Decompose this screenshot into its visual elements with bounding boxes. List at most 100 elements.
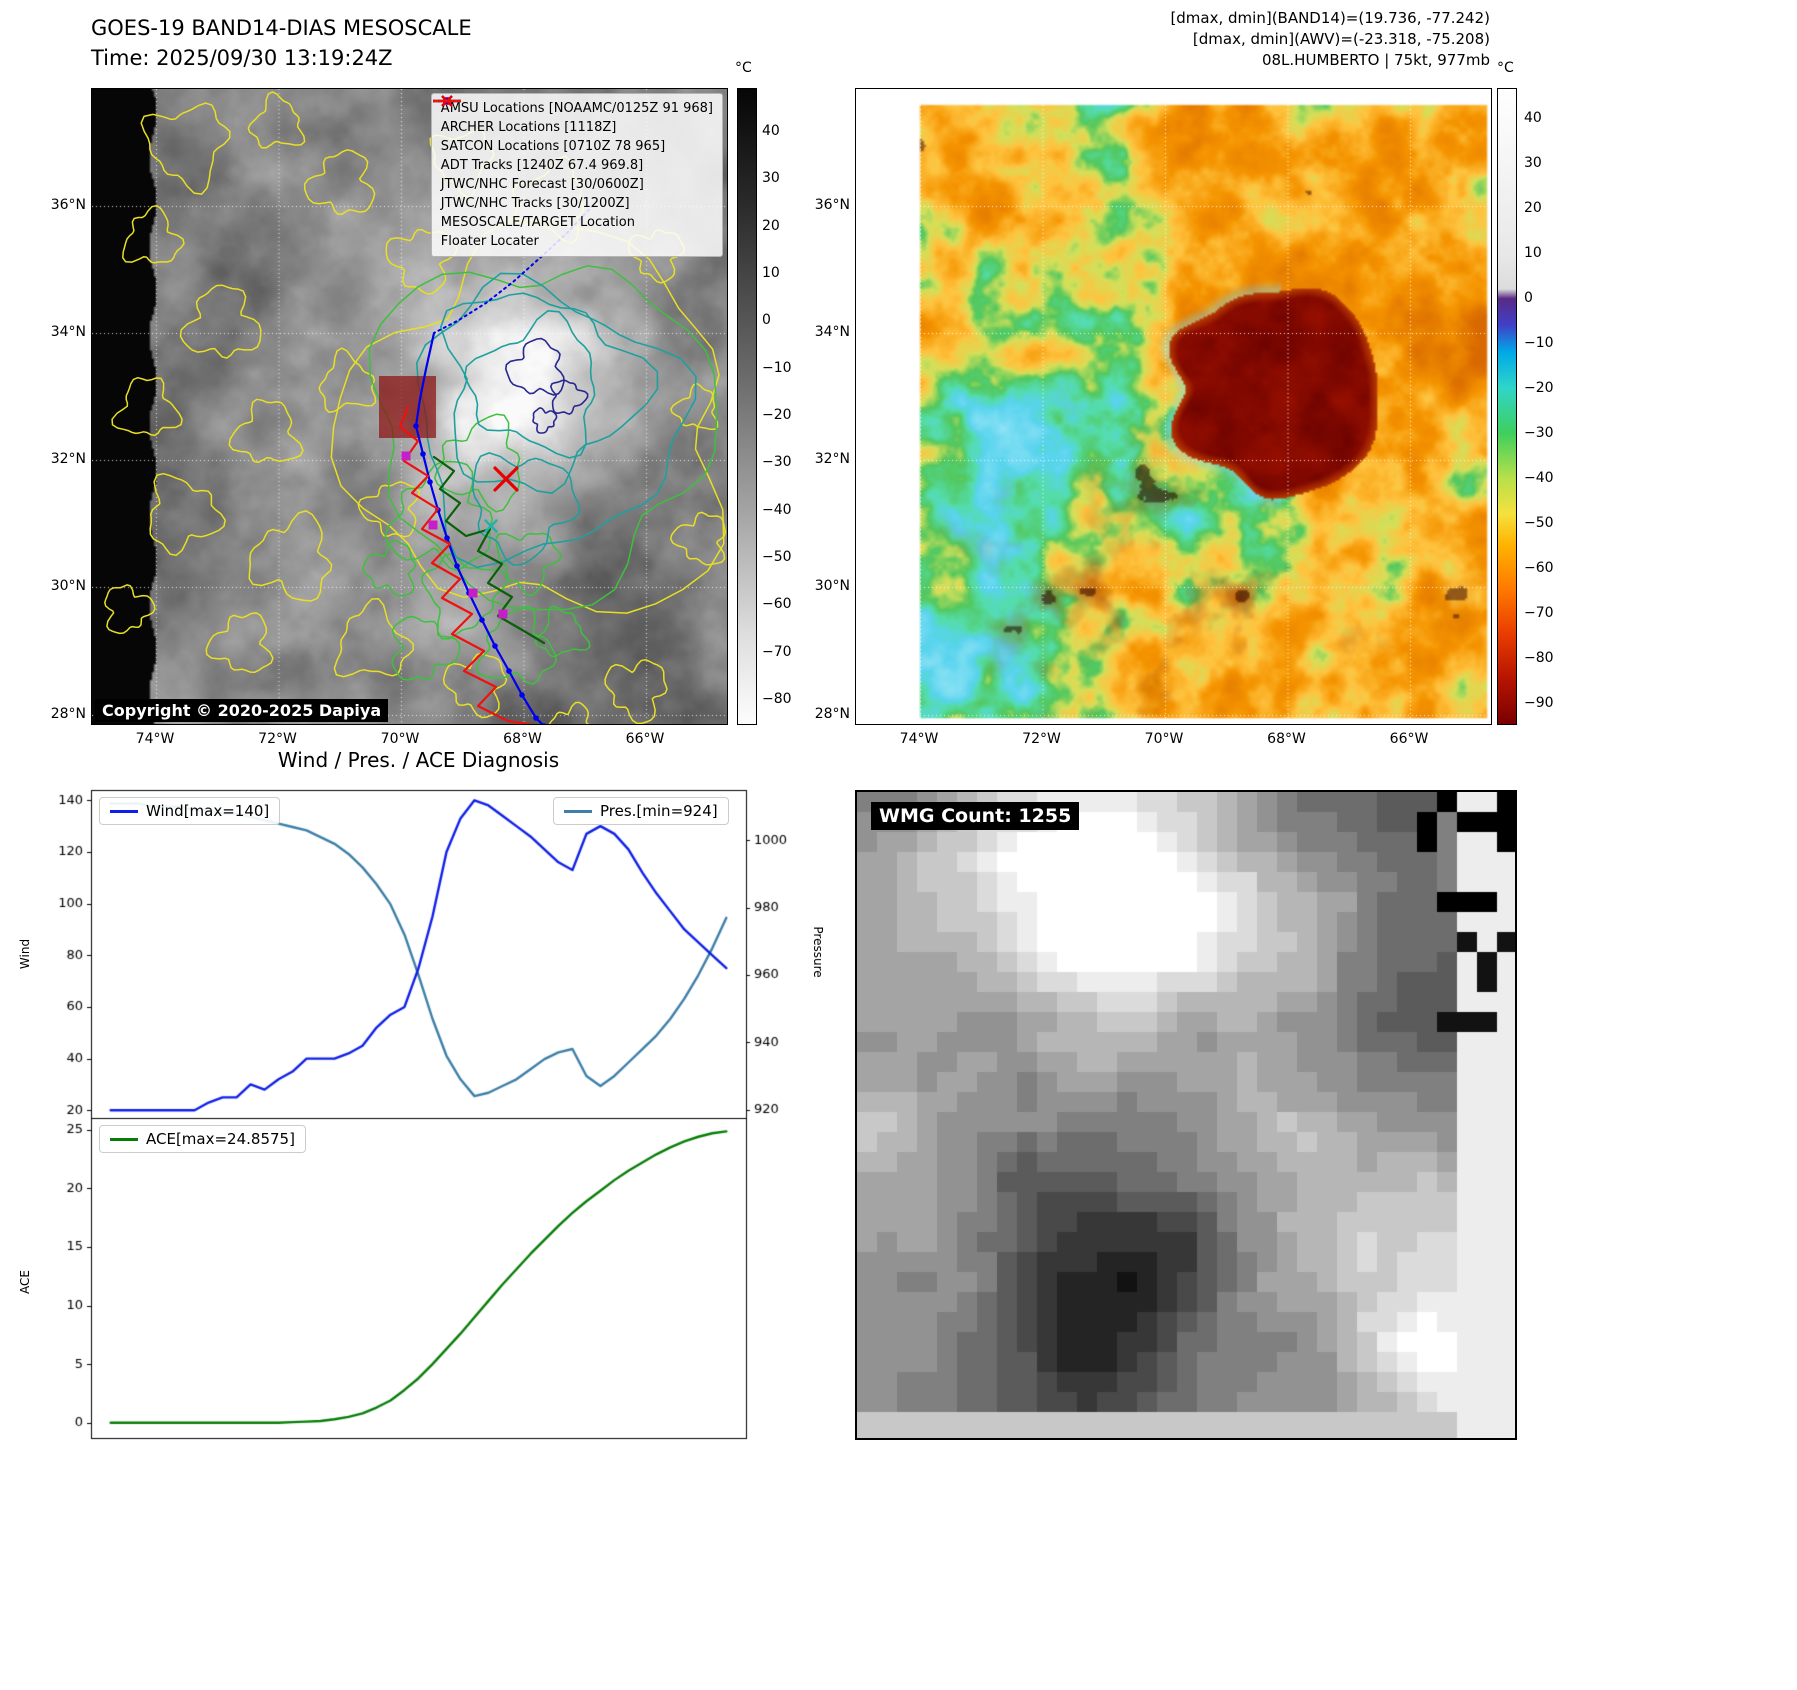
ir-contour-yellow — [104, 584, 156, 635]
band14-legend: AMSU Locations [NOAAMC/0125Z 91 968] ARCH… — [430, 93, 723, 257]
awv-lat-tick-label: 30°N — [814, 578, 850, 594]
legend-item: ADT Tracks [1240Z 67.4 969.8] — [432, 99, 713, 175]
awv-lat-tick-label: 36°N — [814, 197, 850, 213]
legend-item-label: ARCHER Locations [1118Z] — [440, 120, 617, 135]
ir-contour-yellow — [669, 511, 727, 566]
awv-header: [dmax, dmin](BAND14)=(19.736, -77.242) [… — [1140, 8, 1490, 71]
awv-colorbar-unit: °C — [1497, 60, 1514, 76]
legend-item: ARCHER Locations [1118Z] — [440, 97, 713, 137]
wmg-count-label: WMG Count: 1255 — [871, 802, 1080, 830]
awv-colorbar-tick-label: 40 — [1524, 110, 1542, 126]
ir-contour-yellow — [604, 658, 668, 724]
pressure-legend: Pres.[min=924] — [553, 797, 729, 825]
ace-legend: ACE[max=24.8575] — [99, 1125, 306, 1153]
amsu-location-marker — [468, 588, 478, 598]
awv-colorbar-tick-label: −80 — [1524, 650, 1554, 666]
ir-contour-yellow — [357, 481, 421, 538]
band14-colorbar-tick-label: −80 — [762, 690, 792, 707]
band14-lon-tick-label: 66°W — [625, 731, 665, 747]
awv-colorbar-tick-label: 30 — [1524, 155, 1542, 171]
track-point-marker — [413, 423, 419, 429]
awv-colorbar-tick-label: −70 — [1524, 605, 1554, 621]
ir-contour-yellow — [122, 204, 185, 264]
ir-contour-yellow — [548, 701, 590, 724]
ace-legend-label: ACE[max=24.8575] — [146, 1130, 295, 1148]
band14-colorbar-tick-label: −10 — [762, 359, 792, 376]
band14-colorbar-tick-label: 40 — [762, 123, 780, 139]
legend-item-label: Floater Locater — [440, 234, 539, 249]
band14-colorbar-tick-label: −20 — [762, 406, 792, 423]
awv-colorbar-tick-label: −90 — [1524, 695, 1554, 711]
track-point-marker — [420, 451, 426, 457]
ir-contour-green — [362, 539, 417, 597]
amsu-location-marker — [401, 451, 411, 461]
ir-contour-navy — [505, 337, 565, 396]
ir-contour-yellow — [248, 510, 333, 602]
ace-line-swatch-icon — [110, 1137, 138, 1141]
ir-contour-yellow — [140, 102, 231, 195]
ir-contour-yellow — [228, 398, 304, 463]
ir-contour-navy — [532, 407, 558, 434]
awv-lat-tick-label: 32°N — [814, 451, 850, 467]
band14-colorbar — [737, 88, 757, 725]
awv-lon-tick-label: 74°W — [899, 731, 939, 747]
legend-item: JTWC/NHC Tracks [30/1200Z] — [432, 97, 713, 213]
band14-lon-tick-label: 72°W — [258, 731, 297, 747]
band14-colorbar-tick-label: 10 — [762, 264, 780, 281]
satcon-x-marker — [484, 519, 498, 533]
amsu-location-marker — [428, 520, 438, 530]
ir-contour-yellow — [670, 382, 719, 431]
dmax-dmin-awv: [dmax, dmin](AWV)=(-23.318, -75.208) — [1192, 30, 1490, 48]
legend-item: AMSU Locations [NOAAMC/0125Z 91 968] — [441, 97, 713, 118]
band14-lon-tick-label: 68°W — [503, 731, 542, 747]
legend-item-label: ADT Tracks [1240Z 67.4 969.8] — [440, 158, 644, 173]
band14-colorbar-tick-label: −50 — [762, 548, 792, 565]
wind-line-swatch-icon — [110, 809, 138, 813]
band14-colorbar-tick-label: 20 — [762, 217, 780, 234]
band14-colorbar-tick-label: 0 — [762, 312, 771, 329]
pressure-legend-label: Pres.[min=924] — [600, 802, 718, 820]
awv-lon-tick-label: 66°W — [1389, 731, 1429, 747]
ir-contour-green — [433, 413, 521, 513]
wmg-panel: WMG Count: 1255 — [855, 790, 1517, 1440]
track-point-marker — [519, 692, 525, 698]
ir-contour-green — [495, 532, 562, 597]
band14-lon-tick-label: 74°W — [135, 731, 175, 747]
ir-contour-teal — [463, 310, 596, 459]
ir-contour-teal — [472, 452, 581, 566]
awv-colorbar-tick-label: 0 — [1524, 290, 1533, 306]
track-point-marker — [427, 479, 433, 485]
amsu-location-marker — [498, 609, 508, 619]
legend-item: JTWC/NHC Forecast [30/0600Z] — [432, 99, 713, 194]
ir-contour-yellow — [205, 612, 274, 673]
track-point-marker — [444, 535, 450, 541]
band14-colorbar-tick-label: −70 — [762, 643, 792, 660]
track-point-marker — [492, 643, 498, 649]
ace-axis-label: ACE — [18, 1270, 32, 1294]
ir-contour-green — [421, 553, 510, 640]
wind-legend: Wind[max=140] — [99, 797, 281, 825]
track-point-marker — [506, 668, 512, 674]
band14-lat-tick-label: 28°N — [50, 706, 86, 722]
dmax-dmin-band14: [dmax, dmin](BAND14)=(19.736, -77.242) — [1170, 9, 1490, 27]
wind-axis-label: Wind — [18, 938, 32, 970]
band14-map: AMSU Locations [NOAAMC/0125Z 91 968] ARCH… — [91, 88, 728, 725]
awv-colorbar-tick-label: −20 — [1524, 380, 1554, 396]
awv-lat-tick-label: 34°N — [814, 324, 850, 340]
awv-colorbar-tick-label: −60 — [1524, 560, 1554, 576]
copyright-label: Copyright © 2020-2025 Dapiya — [95, 699, 389, 722]
band14-lat-tick-label: 34°N — [50, 324, 86, 340]
pressure-line-swatch-icon — [564, 809, 592, 813]
ir-contour-yellow — [318, 347, 377, 413]
awv-colorbar-tick-label: 10 — [1524, 245, 1542, 261]
ir-contour-yellow — [247, 91, 306, 149]
band14-colorbar-unit: °C — [735, 60, 752, 76]
pressure-axis-label: Pressure — [811, 926, 825, 978]
ir-contour-yellow — [303, 149, 376, 215]
ir-contour-navy — [550, 379, 589, 415]
legend-item: Floater Locater — [432, 99, 713, 251]
ir-contour-yellow — [111, 376, 183, 437]
diagnosis-title: Wind / Pres. / ACE Diagnosis — [277, 748, 560, 772]
storm-name-intensity: 08L.HUMBERTO | 75kt, 977mb — [1261, 51, 1490, 69]
ir-contour-yellow — [149, 472, 226, 557]
